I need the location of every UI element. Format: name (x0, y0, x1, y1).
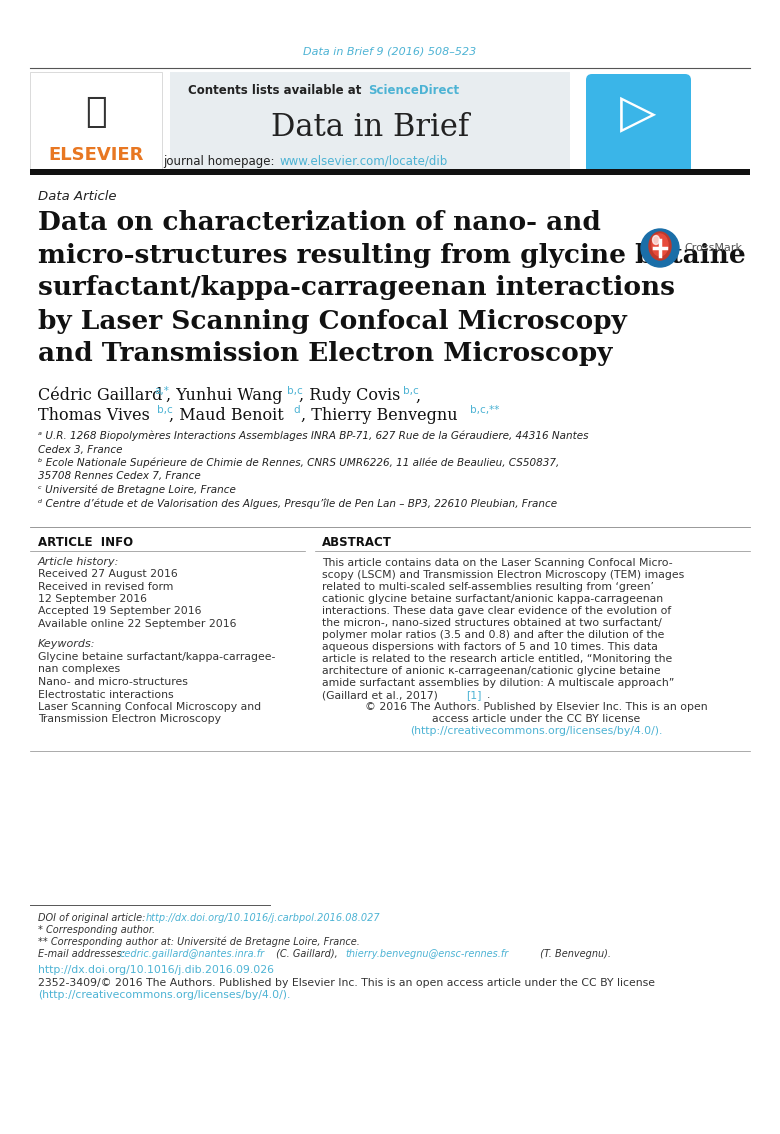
Text: Cedex 3, France: Cedex 3, France (38, 445, 122, 455)
Text: b,c: b,c (157, 405, 172, 415)
Text: polymer molar ratios (3.5 and 0.8) and after the dilution of the: polymer molar ratios (3.5 and 0.8) and a… (322, 631, 665, 640)
Text: ᵈ Centre d’étude et de Valorisation des Algues, Presqu’île de Pen Lan – BP3, 226: ᵈ Centre d’étude et de Valorisation des … (38, 498, 557, 509)
Text: ARTICLE  INFO: ARTICLE INFO (38, 535, 133, 549)
FancyBboxPatch shape (586, 74, 691, 174)
Text: journal homepage:: journal homepage: (163, 154, 278, 168)
Text: thierry.benvegnu@ensc-rennes.fr: thierry.benvegnu@ensc-rennes.fr (345, 949, 509, 959)
Text: related to multi-scaled self-assemblies resulting from ‘green’: related to multi-scaled self-assemblies … (322, 582, 654, 592)
Bar (170, 71, 570, 170)
Text: , Rudy Covis: , Rudy Covis (299, 388, 400, 405)
Text: www.elsevier.com/locate/dib: www.elsevier.com/locate/dib (280, 154, 448, 168)
Text: amide surfactant assemblies by dilution: A multiscale approach”: amide surfactant assemblies by dilution:… (322, 678, 675, 688)
Text: Article history:: Article history: (38, 557, 119, 567)
Text: Data in Brief 9 (2016) 508–523: Data in Brief 9 (2016) 508–523 (303, 46, 477, 57)
Text: Available online 22 September 2016: Available online 22 September 2016 (38, 619, 236, 629)
Text: ELSEVIER: ELSEVIER (48, 146, 144, 164)
Text: a,*: a,* (154, 386, 169, 396)
Text: (http://creativecommons.org/licenses/by/4.0/).: (http://creativecommons.org/licenses/by/… (410, 726, 662, 736)
Text: 2352-3409/© 2016 The Authors. Published by Elsevier Inc. This is an open access : 2352-3409/© 2016 The Authors. Published … (38, 978, 655, 988)
Text: * Corresponding author.: * Corresponding author. (38, 925, 155, 936)
Text: interactions. These data gave clear evidence of the evolution of: interactions. These data gave clear evid… (322, 606, 672, 616)
Text: cedric.gaillard@nantes.inra.fr: cedric.gaillard@nantes.inra.fr (120, 949, 265, 959)
Text: Contents lists available at: Contents lists available at (189, 85, 366, 98)
Ellipse shape (652, 234, 668, 256)
Text: (http://creativecommons.org/licenses/by/4.0/).: (http://creativecommons.org/licenses/by/… (38, 990, 290, 1000)
Text: http://dx.doi.org/10.1016/j.carbpol.2016.08.027: http://dx.doi.org/10.1016/j.carbpol.2016… (146, 913, 381, 923)
Text: © 2016 The Authors. Published by Elsevier Inc. This is an open: © 2016 The Authors. Published by Elsevie… (365, 702, 707, 712)
Text: , Yunhui Wang: , Yunhui Wang (166, 388, 282, 405)
Text: cationic glycine betaine surfactant/anionic kappa-carrageenan: cationic glycine betaine surfactant/anio… (322, 594, 663, 604)
Text: architecture of anionic κ-carrageenan/cationic glycine betaine: architecture of anionic κ-carrageenan/ca… (322, 666, 661, 676)
Text: b,c,**: b,c,** (470, 405, 499, 415)
Text: DOI of original article:: DOI of original article: (38, 913, 148, 923)
Text: scopy (LSCM) and Transmission Electron Microscopy (TEM) images: scopy (LSCM) and Transmission Electron M… (322, 570, 684, 579)
Text: surfactant/kappa-carrageenan interactions: surfactant/kappa-carrageenan interaction… (38, 276, 675, 301)
Text: (Gaillard et al., 2017): (Gaillard et al., 2017) (322, 689, 441, 700)
Text: Keywords:: Keywords: (38, 638, 95, 649)
Text: Thomas Vives: Thomas Vives (38, 406, 150, 423)
Text: Data in Brief: Data in Brief (271, 112, 469, 144)
Text: ᵇ Ecole Nationale Supérieure de Chimie de Rennes, CNRS UMR6226, 11 allée de Beau: ᵇ Ecole Nationale Supérieure de Chimie d… (38, 458, 559, 468)
Text: Received 27 August 2016: Received 27 August 2016 (38, 569, 178, 579)
Text: by Laser Scanning Confocal Microscopy: by Laser Scanning Confocal Microscopy (38, 308, 627, 333)
Text: micro-structures resulting from glycine betaine: micro-structures resulting from glycine … (38, 243, 746, 268)
Text: d: d (293, 405, 300, 415)
Text: (C. Gaillard),: (C. Gaillard), (273, 949, 341, 959)
Text: ᵃ U.R. 1268 Biopolymères Interactions Assemblages INRA BP-71, 627 Rue de la Géra: ᵃ U.R. 1268 Biopolymères Interactions As… (38, 431, 588, 441)
Text: ,: , (415, 388, 420, 405)
Bar (30, 169, 750, 175)
Ellipse shape (653, 236, 660, 245)
Text: This article contains data on the Laser Scanning Confocal Micro-: This article contains data on the Laser … (322, 558, 672, 568)
Text: 35708 Rennes Cedex 7, France: 35708 Rennes Cedex 7, France (38, 472, 200, 482)
Circle shape (641, 229, 679, 266)
Text: E-mail addresses:: E-mail addresses: (38, 949, 128, 959)
Text: , Thierry Benvegnu: , Thierry Benvegnu (301, 406, 458, 423)
Text: Glycine betaine surfactant/kappa-carragee-: Glycine betaine surfactant/kappa-carrage… (38, 652, 275, 662)
Text: (T. Benvegnu).: (T. Benvegnu). (537, 949, 611, 959)
Text: b,c: b,c (403, 386, 419, 396)
Text: and Transmission Electron Microscopy: and Transmission Electron Microscopy (38, 341, 612, 366)
Text: , Maud Benoit: , Maud Benoit (169, 406, 284, 423)
Text: ** Corresponding author at: Université de Bretagne Loire, France.: ** Corresponding author at: Université d… (38, 937, 360, 947)
Text: the micron-, nano-sized structures obtained at two surfactant/: the micron-, nano-sized structures obtai… (322, 618, 661, 628)
Text: Received in revised form: Received in revised form (38, 582, 173, 592)
Text: Transmission Electron Microscopy: Transmission Electron Microscopy (38, 714, 221, 725)
Text: ScienceDirect: ScienceDirect (368, 85, 459, 98)
Text: http://dx.doi.org/10.1016/j.dib.2016.09.026: http://dx.doi.org/10.1016/j.dib.2016.09.… (38, 965, 274, 975)
Text: Nano- and micro-structures: Nano- and micro-structures (38, 677, 188, 687)
Text: [1]: [1] (466, 689, 481, 700)
Text: 🌳: 🌳 (85, 95, 107, 129)
Text: Data on characterization of nano- and: Data on characterization of nano- and (38, 210, 601, 235)
Text: ▷: ▷ (620, 92, 656, 136)
Text: article is related to the research article entitled, “Monitoring the: article is related to the research artic… (322, 654, 672, 665)
Text: .: . (487, 689, 491, 700)
Text: CrossMark: CrossMark (684, 243, 742, 253)
Text: aqueous dispersions with factors of 5 and 10 times. This data: aqueous dispersions with factors of 5 an… (322, 642, 658, 652)
Text: Data Article: Data Article (38, 191, 116, 203)
Bar (30, 71, 162, 170)
Text: Cédric Gaillard: Cédric Gaillard (38, 388, 162, 405)
Ellipse shape (649, 232, 671, 260)
Text: nan complexes: nan complexes (38, 665, 120, 675)
Text: 12 September 2016: 12 September 2016 (38, 594, 147, 604)
Text: Electrostatic interactions: Electrostatic interactions (38, 689, 174, 700)
Text: ABSTRACT: ABSTRACT (322, 535, 392, 549)
Text: Laser Scanning Confocal Microscopy and: Laser Scanning Confocal Microscopy and (38, 702, 261, 712)
Text: Accepted 19 September 2016: Accepted 19 September 2016 (38, 607, 201, 617)
Text: access article under the CC BY license: access article under the CC BY license (432, 714, 640, 723)
Text: b,c: b,c (287, 386, 303, 396)
Text: ᶜ Université de Bretagne Loire, France: ᶜ Université de Bretagne Loire, France (38, 484, 236, 496)
